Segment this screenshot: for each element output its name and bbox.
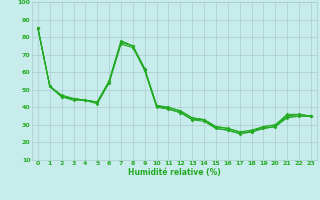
X-axis label: Humidité relative (%): Humidité relative (%): [128, 168, 221, 177]
